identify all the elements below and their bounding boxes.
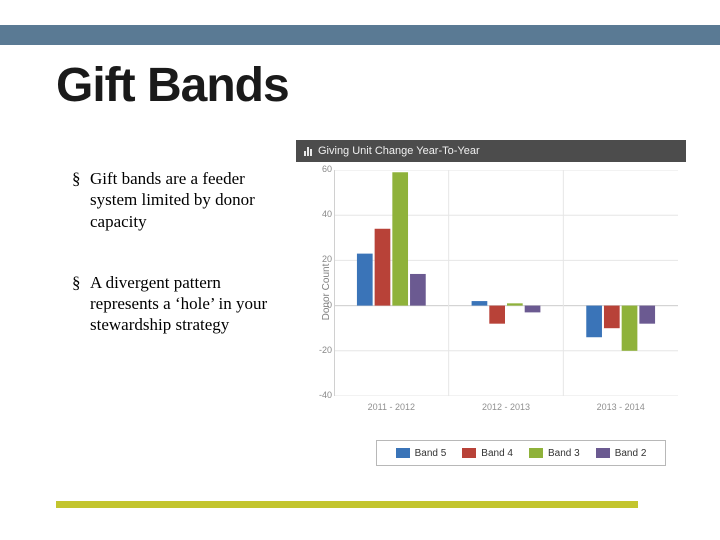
plot	[334, 170, 678, 396]
chart-header: Giving Unit Change Year-To-Year	[296, 140, 686, 162]
chart-title: Giving Unit Change Year-To-Year	[318, 145, 480, 157]
plot-area: Donor Count 2011 - 2012 2012 - 2013 2013…	[296, 162, 686, 422]
bullet-list: Gift bands are a feeder system limited b…	[72, 168, 282, 376]
legend-swatch	[462, 448, 476, 458]
legend-item-band3: Band 3	[529, 448, 580, 459]
legend-label: Band 2	[615, 448, 647, 459]
x-tick-label: 2012 - 2013	[449, 402, 564, 416]
legend-swatch	[529, 448, 543, 458]
slide: Gift Bands Gift bands are a feeder syste…	[0, 0, 720, 540]
bullet-item: Gift bands are a feeder system limited b…	[72, 168, 282, 232]
x-axis-labels: 2011 - 2012 2012 - 2013 2013 - 2014	[334, 402, 678, 416]
bottom-accent-bar	[56, 501, 638, 508]
chart-icon	[304, 146, 312, 156]
page-title: Gift Bands	[56, 58, 289, 113]
y-tick-label: 40	[316, 209, 332, 219]
legend-item-band2: Band 2	[596, 448, 647, 459]
bullet-item: A divergent pattern represents a ‘hole’ …	[72, 272, 282, 336]
y-tick-label: -20	[316, 345, 332, 355]
y-tick-label: 20	[316, 254, 332, 264]
x-tick-label: 2013 - 2014	[563, 402, 678, 416]
legend-item-band4: Band 4	[462, 448, 513, 459]
chart-panel: Giving Unit Change Year-To-Year Donor Co…	[296, 140, 686, 470]
legend-label: Band 4	[481, 448, 513, 459]
chart-svg	[334, 170, 678, 396]
y-tick-label: 60	[316, 164, 332, 174]
y-tick-label: -40	[316, 390, 332, 400]
y-tick-label: 0	[316, 300, 332, 310]
x-tick-label: 2011 - 2012	[334, 402, 449, 416]
legend-swatch	[396, 448, 410, 458]
legend-label: Band 3	[548, 448, 580, 459]
legend-item-band5: Band 5	[396, 448, 447, 459]
top-accent-bar	[0, 25, 720, 45]
legend-label: Band 5	[415, 448, 447, 459]
legend-swatch	[596, 448, 610, 458]
legend: Band 5 Band 4 Band 3 Band 2	[376, 440, 666, 466]
y-axis-label: Donor Count	[321, 264, 332, 321]
